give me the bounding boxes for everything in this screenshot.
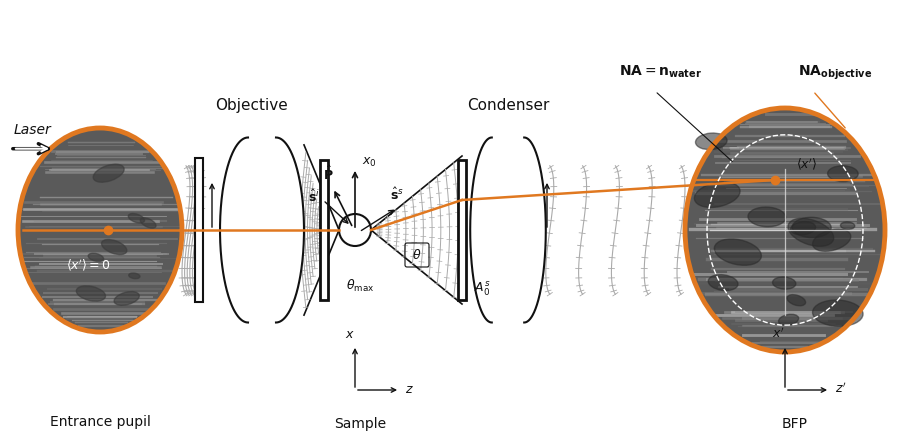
Ellipse shape [748,207,785,227]
Text: $\hat{\mathbf{s}}^s$: $\hat{\mathbf{s}}^s$ [390,187,404,203]
Text: $z'$: $z'$ [835,382,846,396]
Text: $\langle x'\rangle = 0$: $\langle x'\rangle = 0$ [65,257,111,273]
Ellipse shape [88,253,104,262]
Polygon shape [320,160,328,300]
Ellipse shape [18,128,182,332]
Ellipse shape [708,275,738,291]
Text: $x_0$: $x_0$ [362,156,377,169]
Ellipse shape [685,108,885,352]
Text: $\theta$: $\theta$ [412,248,421,262]
Ellipse shape [788,218,834,246]
Text: Condenser: Condenser [467,98,549,113]
Text: $A_0^s$: $A_0^s$ [474,280,490,297]
Ellipse shape [792,217,831,237]
Text: Entrance pupil: Entrance pupil [50,415,151,429]
Text: Laser: Laser [14,123,52,137]
Ellipse shape [778,314,799,325]
Ellipse shape [813,229,851,251]
Ellipse shape [695,182,740,207]
Ellipse shape [128,214,144,223]
Circle shape [339,214,371,246]
Ellipse shape [129,273,140,279]
Ellipse shape [94,164,124,182]
Text: $\hat{\mathbf{s}}^i$: $\hat{\mathbf{s}}^i$ [308,189,320,205]
Ellipse shape [773,277,795,289]
Ellipse shape [841,222,854,229]
Ellipse shape [140,218,156,228]
Polygon shape [195,158,203,302]
Ellipse shape [102,240,127,254]
Text: $x$: $x$ [345,328,355,341]
Text: $x'$: $x'$ [772,327,785,341]
Text: $\hat{\mathbf{P}}$: $\hat{\mathbf{P}}$ [323,165,333,183]
Ellipse shape [827,166,858,181]
Text: Objective: Objective [215,98,289,113]
Ellipse shape [114,292,139,305]
Ellipse shape [696,133,727,150]
Ellipse shape [715,239,762,265]
Text: $\langle x' \rangle$: $\langle x' \rangle$ [796,156,818,172]
Text: BFP: BFP [782,417,808,431]
Text: $\theta_{\mathrm{max}}$: $\theta_{\mathrm{max}}$ [346,278,374,294]
Ellipse shape [813,300,863,326]
Text: $\mathbf{NA} = \mathbf{n}_{\mathbf{water}}$: $\mathbf{NA} = \mathbf{n}_{\mathbf{water… [618,64,702,80]
Polygon shape [458,160,466,300]
Polygon shape [220,138,304,323]
Text: $\mathbf{NA}_{\mathbf{objective}}$: $\mathbf{NA}_{\mathbf{objective}}$ [798,64,872,82]
Text: $z$: $z$ [405,383,414,396]
Ellipse shape [791,222,815,235]
Text: Sample: Sample [334,417,386,431]
Ellipse shape [76,286,105,301]
Ellipse shape [787,295,805,306]
Polygon shape [470,138,546,323]
